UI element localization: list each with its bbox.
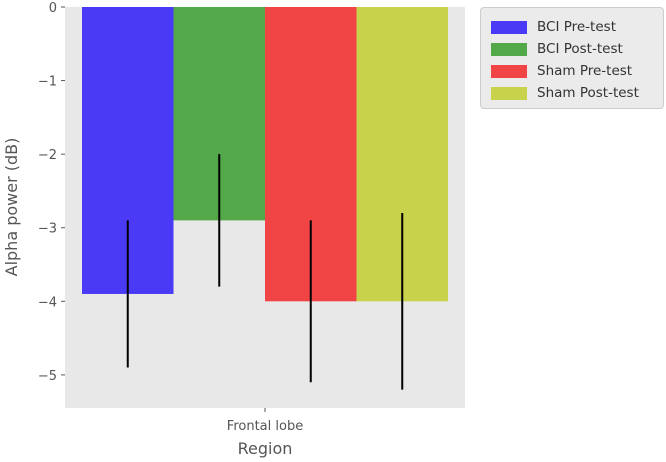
legend-item: Sham Post-test <box>491 82 663 104</box>
error-bars-group <box>126 154 404 390</box>
legend-label: Sham Pre-test <box>537 63 633 79</box>
y-tick-label: −3 <box>38 222 57 237</box>
legend-swatch <box>491 42 527 56</box>
x-tick-label: Frontal lobe <box>227 419 303 434</box>
y-tick-label: 0 <box>49 1 57 16</box>
y-tick-label: −2 <box>38 148 57 163</box>
legend-item: Sham Pre-test <box>491 60 663 82</box>
legend: BCI Pre-test BCI Post-test Sham Pre-test Sh… <box>480 7 664 109</box>
y-tick-label: −1 <box>38 75 57 90</box>
legend-swatch <box>491 20 527 34</box>
legend-label: Sham Post-test <box>537 85 639 101</box>
x-axis-label: Region <box>238 439 293 458</box>
legend-swatch <box>491 64 527 78</box>
legend-item: BCI Post-test <box>491 38 663 60</box>
y-tick-label: −4 <box>38 295 57 310</box>
legend-swatch <box>491 86 527 100</box>
x-ticks-group: Frontal lobe <box>227 408 303 434</box>
y-axis-label: Alpha power (dB) <box>2 138 21 277</box>
legend-label: BCI Pre-test <box>537 19 616 35</box>
y-tick-label: −5 <box>38 369 57 384</box>
bars-group <box>82 7 448 302</box>
legend-label: BCI Post-test <box>537 41 623 57</box>
legend-item: BCI Pre-test <box>491 16 663 38</box>
y-ticks-group: 0 −1 −2 −3 −4 −5 <box>38 1 65 384</box>
